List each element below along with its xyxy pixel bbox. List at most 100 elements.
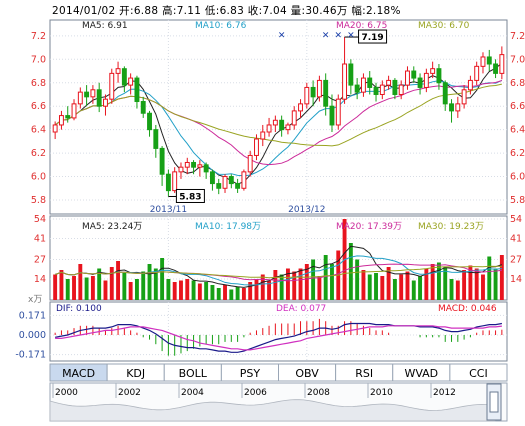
candle-body[interactable] <box>197 164 203 168</box>
volume-bar[interactable] <box>355 259 360 301</box>
candle-body[interactable] <box>209 171 215 185</box>
candle-body[interactable] <box>172 171 178 192</box>
volume-bar[interactable] <box>323 255 328 300</box>
volume-bar[interactable] <box>411 280 416 301</box>
volume-bar[interactable] <box>235 286 240 301</box>
candle-body[interactable] <box>436 68 442 84</box>
candle-body[interactable] <box>405 70 410 86</box>
volume-bar[interactable] <box>153 268 158 301</box>
volume-bar[interactable] <box>386 267 391 300</box>
volume-bar[interactable] <box>449 279 454 300</box>
candle-body[interactable] <box>499 54 505 74</box>
volume-bar[interactable] <box>330 264 334 300</box>
volume-bar[interactable] <box>72 276 76 300</box>
volume-bar[interactable] <box>116 261 121 300</box>
candle-body[interactable] <box>184 161 190 168</box>
candle-body[interactable] <box>373 86 379 95</box>
volume-bar[interactable] <box>229 289 234 301</box>
candle-body[interactable] <box>455 103 461 112</box>
candle-body[interactable] <box>254 138 259 156</box>
volume-bar[interactable] <box>134 279 139 300</box>
volume-bar[interactable] <box>493 268 498 301</box>
volume-bar[interactable] <box>191 280 196 301</box>
candle-body[interactable] <box>417 77 423 88</box>
volume-bar[interactable] <box>430 264 435 300</box>
candle-body[interactable] <box>342 63 348 100</box>
volume-bar[interactable] <box>210 285 215 300</box>
candle-body[interactable] <box>77 91 83 105</box>
candle-body[interactable] <box>285 124 291 131</box>
volume-bar[interactable] <box>374 273 378 300</box>
candle-body[interactable] <box>58 115 64 126</box>
candle-body[interactable] <box>411 70 417 79</box>
volume-bar[interactable] <box>141 271 146 301</box>
volume-bar[interactable] <box>436 262 441 301</box>
candle-body[interactable] <box>266 124 272 133</box>
volume-bar[interactable] <box>392 279 397 300</box>
candle-body[interactable] <box>216 183 222 189</box>
candle-body[interactable] <box>147 112 152 131</box>
candle-body[interactable] <box>360 77 366 93</box>
volume-bar[interactable] <box>185 279 190 300</box>
candle-body[interactable] <box>65 115 71 119</box>
candle-body[interactable] <box>354 84 360 93</box>
candle-body[interactable] <box>103 98 108 107</box>
candle-body[interactable] <box>134 77 140 103</box>
volume-bar[interactable] <box>455 280 460 301</box>
volume-bar[interactable] <box>399 274 404 301</box>
candle-body[interactable] <box>241 171 247 189</box>
volume-bar[interactable] <box>424 268 429 301</box>
candle-body[interactable] <box>480 56 486 67</box>
candle-body[interactable] <box>109 72 115 100</box>
volume-bar[interactable] <box>179 280 183 301</box>
volume-bar[interactable] <box>260 274 265 301</box>
volume-bar[interactable] <box>160 258 165 300</box>
candle-body[interactable] <box>316 79 322 98</box>
volume-bar[interactable] <box>311 259 316 301</box>
candle-body[interactable] <box>493 63 499 74</box>
candle-body[interactable] <box>423 72 429 88</box>
candle-body[interactable] <box>291 110 297 126</box>
volume-bar[interactable] <box>197 283 202 301</box>
volume-bar[interactable] <box>122 273 127 300</box>
candle-body[interactable] <box>304 86 310 105</box>
volume-bar[interactable] <box>103 280 108 301</box>
candle-body[interactable] <box>329 105 335 126</box>
volume-bar[interactable] <box>273 270 278 300</box>
candle-body[interactable] <box>115 68 121 74</box>
volume-bar[interactable] <box>147 264 152 300</box>
volume-bar[interactable] <box>418 276 423 300</box>
volume-bar[interactable] <box>59 270 64 300</box>
volume-bar[interactable] <box>285 268 290 301</box>
candle-body[interactable] <box>222 176 228 189</box>
volume-bar[interactable] <box>304 264 309 300</box>
volume-bar[interactable] <box>499 255 504 300</box>
volume-bar[interactable] <box>97 268 102 301</box>
volume-bar[interactable] <box>254 279 259 300</box>
volume-bar[interactable] <box>292 271 297 301</box>
candle-body[interactable] <box>386 79 392 86</box>
volume-bar[interactable] <box>109 267 114 300</box>
candle-body[interactable] <box>379 84 385 95</box>
candle-body[interactable] <box>235 183 241 189</box>
candle-body[interactable] <box>449 103 454 112</box>
volume-bar[interactable] <box>443 267 448 300</box>
volume-bar[interactable] <box>487 256 492 301</box>
candle-body[interactable] <box>203 164 209 173</box>
volume-bar[interactable] <box>367 274 372 301</box>
candle-body[interactable] <box>486 56 492 65</box>
volume-bar[interactable] <box>348 243 353 300</box>
candle-body[interactable] <box>96 89 102 107</box>
candle-body[interactable] <box>228 176 234 185</box>
candle-body[interactable] <box>52 124 58 133</box>
volume-bar[interactable] <box>204 282 209 300</box>
volume-bar[interactable] <box>65 279 70 300</box>
volume-bar[interactable] <box>474 268 479 301</box>
volume-bar[interactable] <box>462 270 467 300</box>
candle-body[interactable] <box>191 161 197 168</box>
candle-body[interactable] <box>348 63 354 86</box>
candle-body[interactable] <box>84 91 90 98</box>
volume-bar[interactable] <box>405 271 410 301</box>
volume-bar[interactable] <box>380 276 385 300</box>
volume-bar[interactable] <box>90 276 95 300</box>
